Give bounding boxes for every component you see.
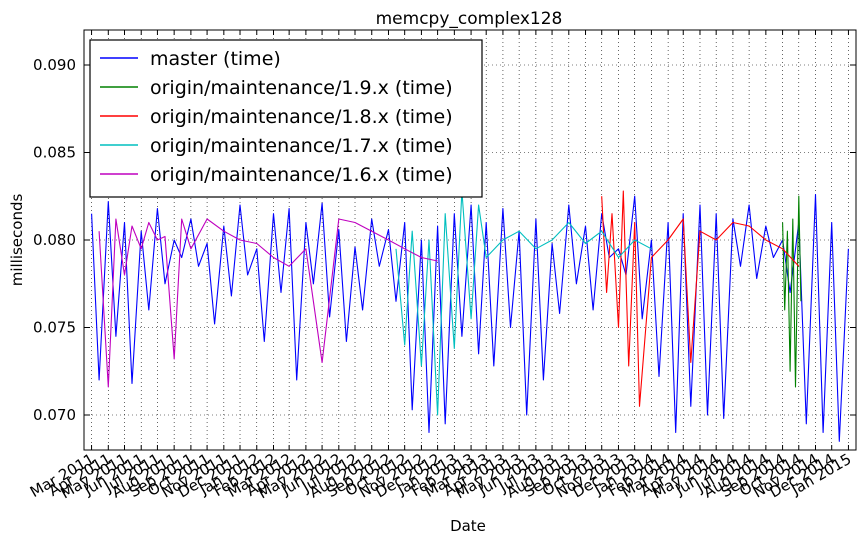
y-tick-label: 0.090 [33,56,76,74]
series-line-3 [601,190,800,407]
y-axis-label: milliseconds [8,194,26,287]
legend-label: origin/maintenance/1.9.x (time) [150,77,453,99]
legend-label: origin/maintenance/1.6.x (time) [150,164,453,186]
legend-label: origin/maintenance/1.8.x (time) [150,106,453,128]
legend-box [89,39,483,198]
y-tick-label: 0.070 [33,406,76,424]
legend: master (time) origin/maintenance/1.9.x (t… [89,39,483,198]
chart-title: memcpy_complex128 [376,9,563,29]
y-tick-label: 0.085 [33,144,76,162]
legend-label: origin/maintenance/1.7.x (time) [150,135,453,157]
y-tick-label: 0.075 [33,319,76,337]
series-line-5 [98,218,438,388]
series-line-1 [91,193,849,442]
y-axis: 0.070 0.075 0.080 0.085 0.090 [33,56,856,424]
x-axis-label: Date [450,517,486,535]
y-tick-label: 0.080 [33,231,76,249]
series-lines [91,190,849,442]
legend-label: master (time) [150,48,281,70]
series-line-2 [782,195,802,388]
series-line-4 [395,190,652,416]
